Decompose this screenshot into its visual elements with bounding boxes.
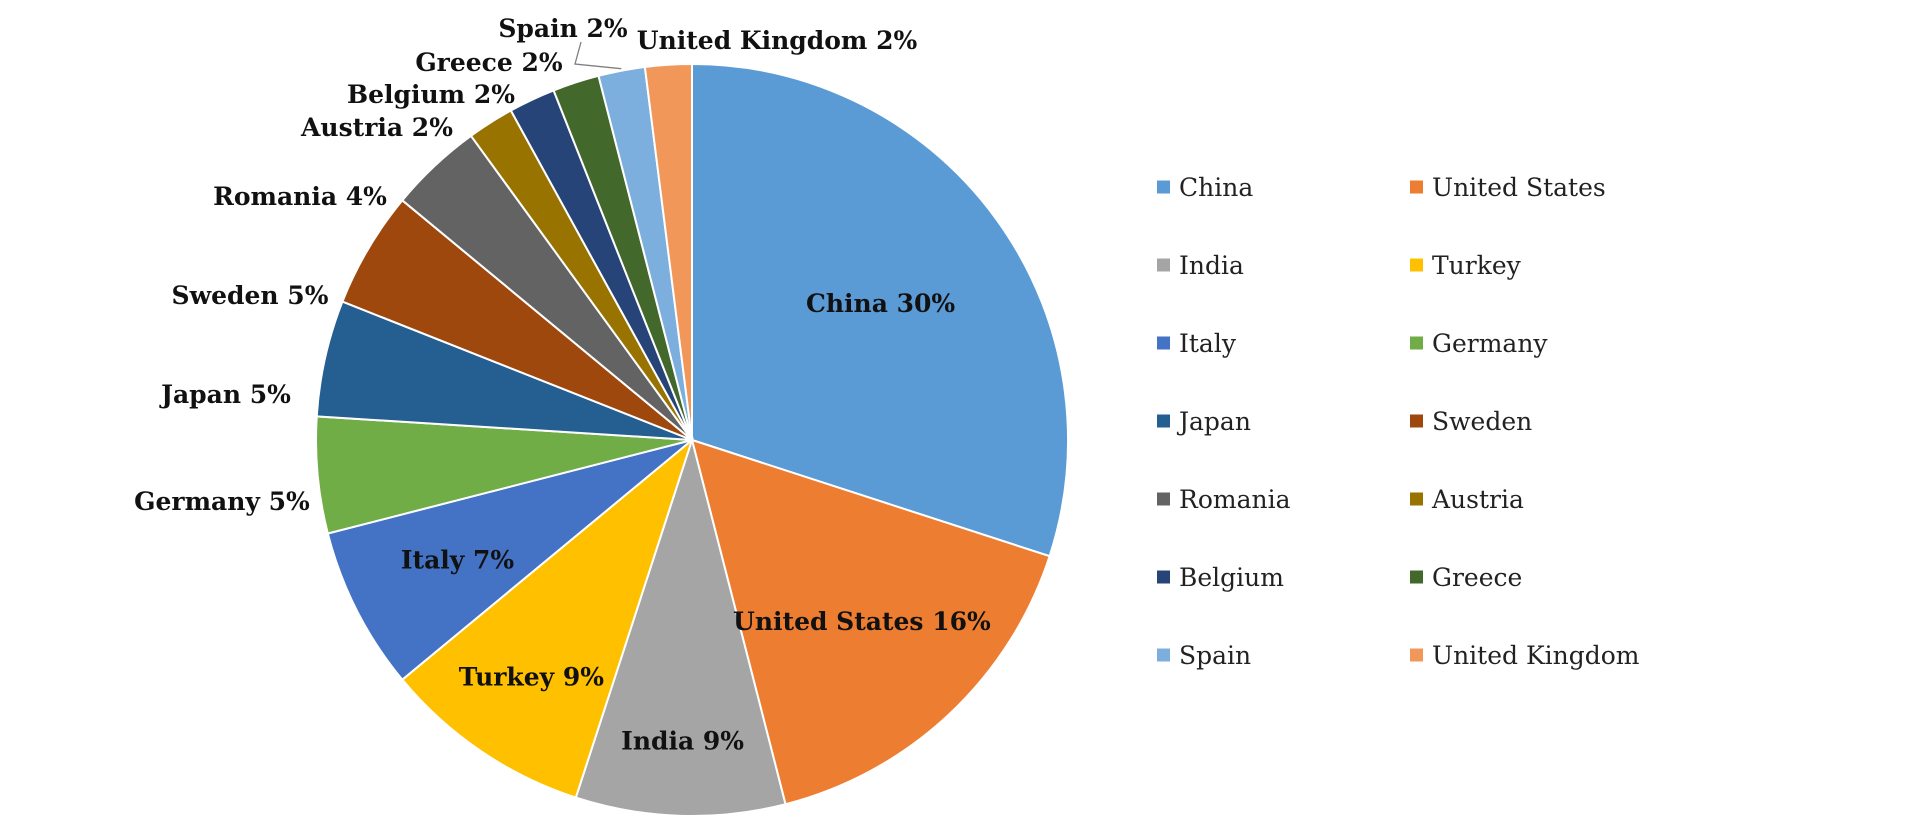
- legend-label-romania: Romania: [1179, 485, 1291, 514]
- data-label-united-states: United States 16%: [733, 607, 991, 636]
- legend-item-greece: Greece: [1410, 563, 1522, 592]
- leader-lines: [574, 41, 622, 70]
- legend-item-italy: Italy: [1157, 329, 1237, 358]
- slice-china: [691, 62, 1069, 558]
- data-label-romania: Romania 4%: [213, 182, 387, 211]
- legend-item-china: China: [1157, 173, 1253, 202]
- slice-united-states: [690, 438, 1051, 806]
- slice-italy: [326, 439, 693, 682]
- data-label-japan: Japan 5%: [159, 380, 291, 409]
- leader-line-spain: [574, 41, 622, 70]
- legend-swatch-romania: [1157, 492, 1170, 506]
- data-label-italy: Italy 7%: [401, 546, 515, 575]
- data-label-spain: Spain 2%: [498, 14, 628, 43]
- data-label-greece: Greece 2%: [415, 48, 563, 77]
- data-labels: China 30% United States 16% India 9% Turkey…: [134, 14, 991, 756]
- legend-swatch-china: [1157, 180, 1170, 194]
- data-label-china: China 30%: [806, 289, 955, 318]
- data-label-sweden: Sweden 5%: [172, 281, 329, 310]
- legend-label-united-kingdom: United Kingdom: [1432, 641, 1640, 670]
- legend-item-spain: Spain: [1157, 641, 1251, 670]
- legend-label-india: India: [1179, 251, 1244, 280]
- data-label-belgium: Belgium 2%: [347, 80, 515, 109]
- legend-item-united-states: United States: [1410, 173, 1606, 202]
- legend-item-united-kingdom: United Kingdom: [1410, 641, 1640, 670]
- pie-slices: [315, 62, 1069, 817]
- legend: China United States India Turkey Italy German…: [1157, 173, 1640, 670]
- legend-swatch-united-states: [1410, 180, 1423, 194]
- legend-item-india: India: [1157, 251, 1244, 280]
- legend-swatch-italy: [1157, 336, 1170, 350]
- legend-item-belgium: Belgium: [1157, 563, 1284, 592]
- legend-item-japan: Japan: [1157, 407, 1251, 436]
- legend-swatch-belgium: [1157, 570, 1170, 584]
- data-label-austria: Austria 2%: [300, 113, 453, 142]
- legend-item-romania: Romania: [1157, 485, 1291, 514]
- legend-item-turkey: Turkey: [1410, 251, 1522, 280]
- slice-turkey: [400, 437, 695, 799]
- legend-item-sweden: Sweden: [1410, 407, 1532, 436]
- legend-swatch-sweden: [1410, 414, 1423, 428]
- legend-label-japan: Japan: [1176, 407, 1251, 436]
- legend-label-turkey: Turkey: [1432, 251, 1522, 280]
- legend-label-sweden: Sweden: [1432, 407, 1532, 436]
- legend-swatch-greece: [1410, 570, 1423, 584]
- legend-label-united-states: United States: [1432, 173, 1606, 202]
- slice-india: [574, 436, 787, 817]
- data-label-united-kingdom: United Kingdom 2%: [637, 26, 918, 55]
- data-label-turkey: Turkey 9%: [459, 662, 605, 691]
- legend-item-austria: Austria: [1410, 485, 1524, 514]
- legend-label-austria: Austria: [1431, 485, 1524, 514]
- data-label-germany: Germany 5%: [134, 487, 310, 516]
- slice-united-kingdom: [643, 62, 693, 441]
- legend-label-germany: Germany: [1432, 329, 1548, 358]
- legend-swatch-india: [1157, 258, 1170, 272]
- legend-swatch-austria: [1410, 492, 1423, 506]
- legend-label-belgium: Belgium: [1179, 563, 1284, 592]
- legend-label-italy: Italy: [1179, 329, 1237, 358]
- legend-label-spain: Spain: [1179, 641, 1251, 670]
- legend-swatch-united-kingdom: [1410, 648, 1423, 662]
- legend-swatch-germany: [1410, 336, 1423, 350]
- legend-item-germany: Germany: [1410, 329, 1548, 358]
- legend-swatch-turkey: [1410, 258, 1423, 272]
- legend-swatch-japan: [1157, 414, 1170, 428]
- data-label-india: India 9%: [621, 727, 744, 756]
- legend-swatch-spain: [1157, 648, 1170, 662]
- legend-label-china: China: [1179, 173, 1253, 202]
- legend-label-greece: Greece: [1432, 563, 1522, 592]
